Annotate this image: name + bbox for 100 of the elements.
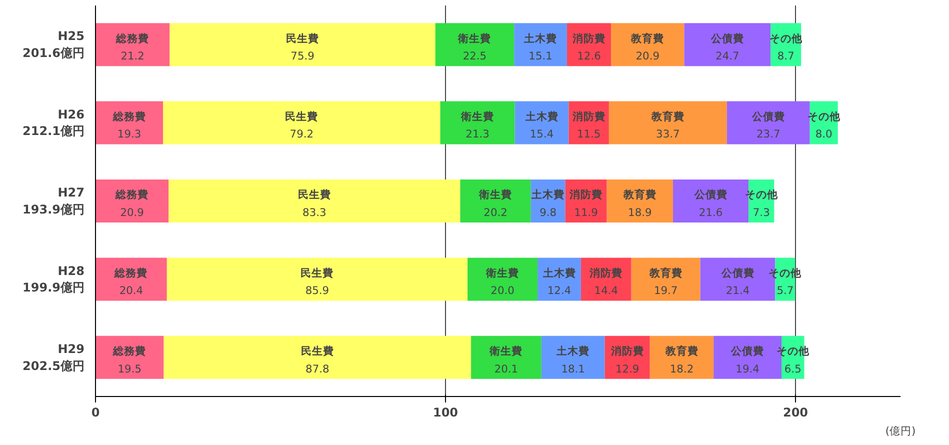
data-label: 21.2 — [120, 50, 144, 63]
data-label: 87.8 — [306, 362, 330, 376]
text: 消防費 — [610, 344, 644, 358]
data-label: 19.4 — [736, 362, 760, 376]
data-label: 20.1 — [494, 362, 518, 376]
x-tick-label: 100 — [432, 406, 458, 420]
text: 民生費 — [285, 110, 318, 124]
text: 消防費 — [570, 188, 603, 202]
data-label: 22.5 — [462, 50, 487, 63]
data-label: 21.3 — [466, 128, 490, 141]
x-tick-label: 200 — [782, 406, 808, 420]
text: 衛生費 — [461, 110, 494, 124]
y-tick-label: H28 199.9億円 — [22, 264, 85, 295]
series-label: 土木費 — [530, 188, 565, 202]
data-label: 12.4 — [547, 284, 572, 298]
data-label: 20.0 — [490, 284, 515, 298]
text: 教育費 — [665, 344, 698, 358]
text: 衛生費 — [490, 344, 523, 358]
series-label: 民生費 — [286, 32, 320, 45]
text: 総務費 — [113, 344, 146, 358]
data-label: 33.7 — [656, 128, 680, 141]
text: 教育費 — [623, 188, 656, 202]
bar — [541, 336, 605, 379]
bar — [164, 336, 472, 379]
text: 衛生費 — [486, 266, 520, 280]
data-label: 5.7 — [776, 284, 794, 298]
x-tick-label: 0 — [91, 406, 100, 420]
bar — [460, 179, 531, 223]
text: 総務費 — [116, 188, 149, 202]
data-label: 9.8 — [540, 206, 557, 219]
data-label: 23.7 — [756, 128, 780, 141]
bar — [435, 23, 514, 66]
data-label: 12.6 — [577, 50, 602, 63]
text: 教育費 — [651, 110, 684, 124]
bar — [631, 258, 700, 301]
text: 衛生費 — [479, 188, 512, 202]
text: 教育費 — [649, 266, 682, 280]
series-label: 教育費 — [630, 32, 664, 45]
text: 総務費 — [112, 110, 146, 124]
data-label: 6.5 — [784, 362, 802, 376]
text: 公債費 — [752, 110, 785, 124]
text: 公債費 — [731, 344, 764, 358]
bar — [726, 101, 810, 144]
data-label: 19.5 — [118, 362, 142, 376]
data-label: 21.6 — [698, 206, 723, 219]
text: 土木費 — [525, 110, 558, 124]
data-label: 83.3 — [302, 206, 326, 219]
data-label: 15.4 — [530, 128, 554, 141]
text: 消防費 — [572, 32, 606, 45]
data-label: 11.5 — [576, 128, 601, 141]
bar — [608, 101, 727, 144]
data-label: 15.1 — [528, 50, 552, 63]
text: 土木費 — [524, 32, 558, 45]
data-label: 19.7 — [654, 284, 678, 298]
series-label: 総務費 — [115, 32, 150, 45]
bar — [471, 336, 542, 379]
text: 土木費 — [542, 266, 576, 280]
data-label: 18.2 — [670, 362, 694, 376]
data-label: 20.9 — [120, 206, 144, 219]
data-label: 24.7 — [716, 50, 740, 63]
series-label: 公債費 — [710, 32, 744, 45]
bar — [170, 23, 436, 66]
text: 総務費 — [114, 266, 148, 280]
bar — [468, 258, 538, 301]
data-label: 14.4 — [594, 284, 618, 298]
data-label: 20.4 — [119, 284, 144, 298]
bar — [168, 179, 460, 223]
data-label: 85.9 — [305, 284, 330, 298]
bar — [163, 101, 440, 144]
y-tick-label: H25 201.6億円 — [22, 29, 85, 60]
data-label: 8.0 — [815, 128, 833, 141]
y-tick-label: H26 212.1億円 — [22, 107, 85, 138]
text: 土木費 — [556, 344, 590, 358]
y-tick-label: H27 193.9億円 — [22, 186, 85, 216]
series-label: 消防費 — [571, 110, 606, 124]
text: 公債費 — [694, 188, 728, 202]
x-axis-title: (億円) — [885, 424, 916, 438]
data-label: 20.9 — [636, 50, 660, 63]
data-label: 18.1 — [561, 362, 585, 376]
data-label: 79.2 — [290, 128, 314, 141]
data-label: 11.9 — [574, 206, 598, 219]
text: 民生費 — [300, 266, 334, 280]
text: 消防費 — [590, 266, 623, 280]
data-label: 12.9 — [615, 362, 640, 376]
bar — [611, 23, 684, 66]
data-label: 20.2 — [484, 206, 508, 219]
y-tick-label: H29 202.5億円 — [22, 342, 85, 373]
data-label: 75.9 — [290, 50, 315, 63]
text: 民生費 — [298, 188, 331, 202]
data-label: 18.9 — [628, 206, 652, 219]
bar — [684, 23, 771, 66]
data-label: 7.3 — [752, 206, 770, 219]
data-label: 19.3 — [117, 128, 142, 141]
bar — [166, 258, 468, 301]
bar — [440, 101, 515, 144]
data-label: 21.4 — [726, 284, 750, 298]
text: 民生費 — [300, 344, 334, 358]
text: 公債費 — [721, 266, 754, 280]
data-label: 8.7 — [777, 50, 794, 63]
series-label: 衛生費 — [457, 32, 492, 45]
